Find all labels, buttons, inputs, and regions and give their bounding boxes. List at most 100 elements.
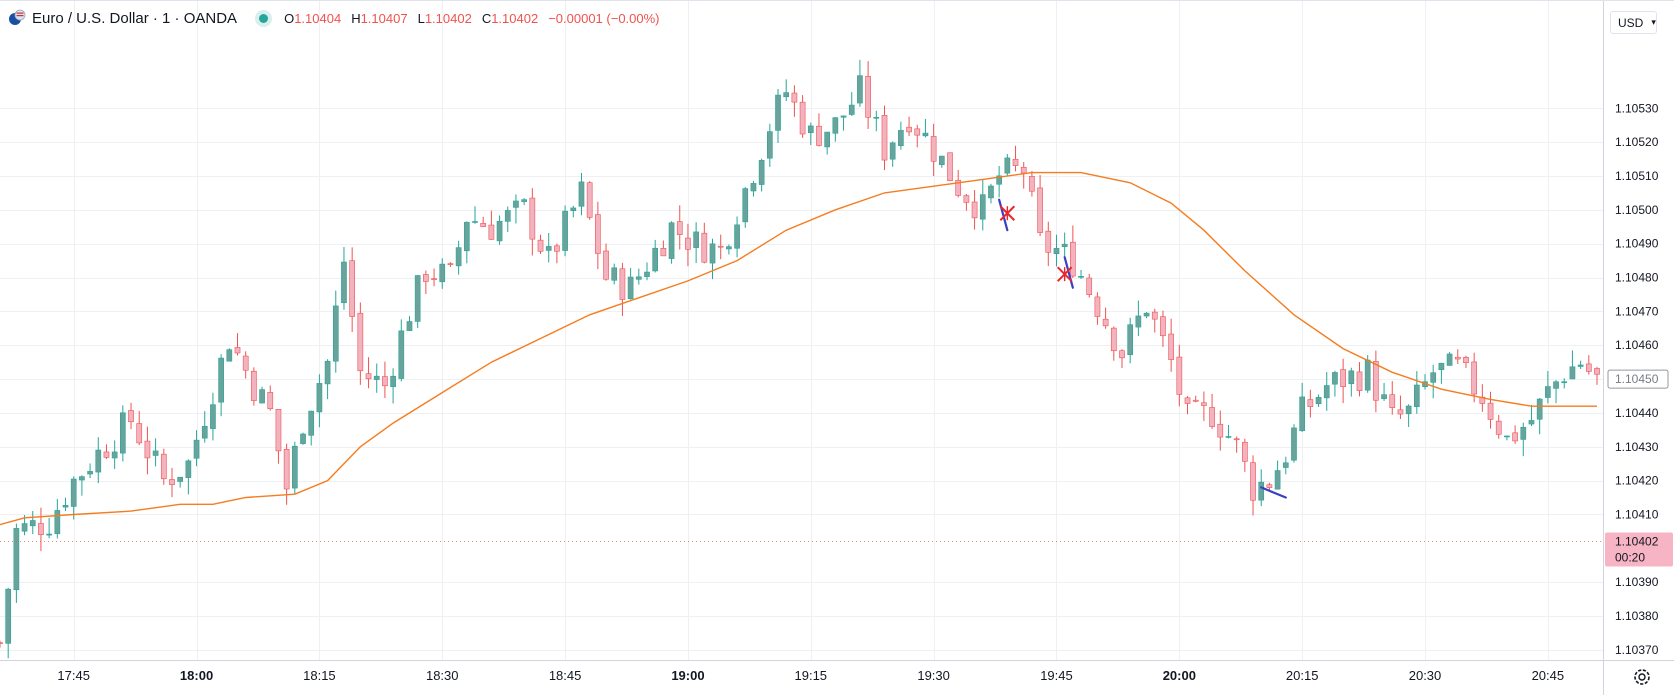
candle-body xyxy=(1315,396,1322,405)
time-tick-label: 18:45 xyxy=(549,668,582,683)
candle-body xyxy=(1430,372,1437,383)
candle-body xyxy=(87,471,93,475)
candle-body xyxy=(979,194,986,220)
candle-body xyxy=(1577,364,1584,367)
candle-body xyxy=(480,223,487,227)
candle-body xyxy=(1233,438,1240,441)
candle-body xyxy=(1004,157,1011,174)
gear-icon[interactable] xyxy=(1632,667,1652,687)
candle-body xyxy=(1397,409,1404,415)
candle-body xyxy=(1037,187,1043,233)
candle-body xyxy=(1086,277,1093,295)
candle-body xyxy=(906,126,912,133)
candle-body xyxy=(644,271,650,277)
candle-body xyxy=(1356,371,1363,391)
candle-body xyxy=(1094,296,1101,317)
candle-body xyxy=(848,104,855,115)
candle-body xyxy=(1332,372,1338,385)
candle-body xyxy=(578,181,585,207)
crosshair-price-box xyxy=(1607,369,1669,389)
currency-label: USD xyxy=(1618,15,1644,30)
candle-body xyxy=(185,460,192,478)
candle-body xyxy=(824,131,831,148)
candle-body xyxy=(1446,353,1453,366)
price-tick-label: 1.10480 xyxy=(1615,271,1659,285)
candle-body xyxy=(676,221,683,235)
candle-body xyxy=(873,117,880,119)
time-tick-label: 18:00 xyxy=(180,668,213,683)
close-label: C xyxy=(481,10,492,26)
candle-body xyxy=(275,409,282,452)
price-tick-label: 1.10420 xyxy=(1615,474,1659,488)
candle-body xyxy=(742,188,749,223)
candle-body xyxy=(1348,370,1355,385)
time-tick-label: 20:15 xyxy=(1286,668,1319,683)
candle-body xyxy=(1463,357,1469,364)
currency-flags-icon xyxy=(9,9,26,25)
candle-body xyxy=(1438,362,1445,371)
candle-body xyxy=(1070,241,1076,277)
candle-body xyxy=(611,267,618,281)
candle-body xyxy=(996,175,1002,185)
candle-body xyxy=(652,247,659,272)
candle-body xyxy=(1266,484,1273,488)
time-tick-label: 18:30 xyxy=(426,668,459,683)
candle-body xyxy=(1217,423,1224,438)
currency-selector[interactable]: USD ▾ xyxy=(1610,11,1657,34)
candle-body xyxy=(316,383,323,413)
price-tick-label: 1.10490 xyxy=(1615,237,1659,251)
time-tick-label: 18:15 xyxy=(303,668,336,683)
candle-body xyxy=(29,520,36,527)
candle-body xyxy=(251,370,257,401)
candle-body xyxy=(1381,394,1387,399)
candle-body xyxy=(955,179,962,196)
candle-body xyxy=(455,247,462,267)
candle-body xyxy=(1242,441,1248,462)
candle-body xyxy=(496,220,503,242)
candle-body xyxy=(1160,316,1166,337)
price-tick-label: 1.10460 xyxy=(1615,338,1659,352)
candle-body xyxy=(54,510,61,535)
candle-body xyxy=(701,232,708,263)
candle-body xyxy=(562,210,568,251)
candle-body xyxy=(62,505,69,508)
close-value: 1.10402 xyxy=(491,10,539,26)
candle-body xyxy=(398,330,405,379)
candle-body xyxy=(627,276,634,300)
candle-body xyxy=(922,132,929,137)
candle-body xyxy=(267,392,274,410)
open-label: O xyxy=(284,10,295,26)
candle-body xyxy=(1561,381,1568,384)
candle-body xyxy=(1413,384,1420,407)
candle-body xyxy=(1487,402,1494,420)
candle-body xyxy=(717,245,724,248)
candle-body xyxy=(1471,361,1477,395)
price-tick-label: 1.10520 xyxy=(1615,135,1659,149)
candle-body xyxy=(79,476,85,481)
candle-body xyxy=(406,321,413,331)
symbol-title[interactable]: Euro / U.S. Dollar · 1 · OANDA xyxy=(32,9,238,27)
candle-body xyxy=(324,360,331,385)
legend-bar: Euro / U.S. Dollar · 1 · OANDA O 1.10404 … xyxy=(8,7,660,29)
candle-body xyxy=(1389,394,1396,408)
candle-body xyxy=(439,263,446,283)
candle-body xyxy=(259,389,265,404)
candle-body xyxy=(1405,405,1412,415)
price-tick-label: 1.10410 xyxy=(1615,507,1659,521)
candle-body xyxy=(210,404,216,429)
candle-body xyxy=(1520,426,1527,440)
candle-body xyxy=(144,440,151,459)
candle-body xyxy=(1143,312,1150,317)
candle-body xyxy=(291,445,298,489)
candle-body xyxy=(283,448,290,490)
candle-body xyxy=(513,200,519,208)
candle-body xyxy=(750,183,757,192)
candle-body xyxy=(521,199,527,202)
candle-body xyxy=(349,260,355,317)
candle-body xyxy=(1053,248,1060,254)
candle-body xyxy=(242,355,249,371)
candle-body xyxy=(554,245,560,252)
candle-body xyxy=(365,373,372,380)
candle-body xyxy=(111,451,118,459)
